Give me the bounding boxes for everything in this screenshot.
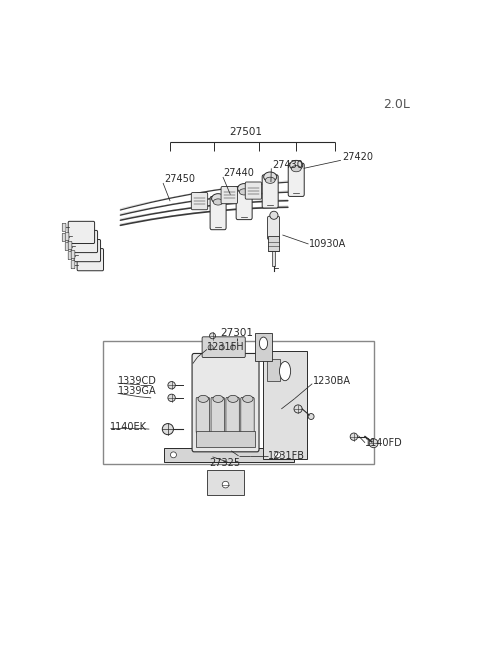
FancyBboxPatch shape [192, 354, 259, 452]
Text: 1140FD: 1140FD [365, 438, 403, 448]
Ellipse shape [275, 452, 281, 458]
FancyBboxPatch shape [71, 231, 97, 253]
Bar [272, 251, 276, 266]
Bar [267, 358, 280, 381]
Ellipse shape [279, 362, 290, 381]
FancyBboxPatch shape [74, 240, 100, 262]
Text: 27440: 27440 [224, 168, 254, 178]
FancyBboxPatch shape [77, 248, 104, 271]
FancyBboxPatch shape [192, 193, 208, 210]
FancyBboxPatch shape [68, 242, 72, 250]
Ellipse shape [213, 199, 223, 205]
FancyBboxPatch shape [71, 261, 75, 269]
Ellipse shape [369, 439, 378, 447]
Ellipse shape [208, 345, 213, 350]
Ellipse shape [294, 405, 302, 413]
Ellipse shape [213, 396, 223, 402]
FancyBboxPatch shape [221, 187, 238, 204]
Ellipse shape [265, 178, 275, 183]
Bar [103, 341, 374, 464]
FancyBboxPatch shape [288, 163, 304, 196]
Bar [255, 333, 272, 361]
FancyBboxPatch shape [210, 196, 226, 230]
Ellipse shape [219, 345, 225, 350]
Ellipse shape [290, 160, 303, 170]
Text: 27420: 27420 [343, 152, 374, 162]
FancyBboxPatch shape [68, 221, 95, 244]
Ellipse shape [350, 433, 358, 440]
Bar [263, 351, 307, 459]
Text: 1140EK: 1140EK [110, 422, 147, 432]
Bar [164, 448, 294, 462]
Ellipse shape [222, 481, 229, 488]
Text: 27450: 27450 [164, 174, 195, 185]
Ellipse shape [291, 166, 301, 172]
Ellipse shape [308, 413, 314, 419]
FancyBboxPatch shape [262, 175, 278, 208]
Ellipse shape [162, 424, 173, 435]
Text: 2.0L: 2.0L [383, 98, 410, 111]
Ellipse shape [168, 382, 175, 389]
Text: 1230BA: 1230BA [313, 376, 351, 386]
Ellipse shape [210, 333, 216, 339]
Ellipse shape [264, 172, 276, 181]
FancyBboxPatch shape [62, 223, 66, 231]
Text: 27430: 27430 [272, 160, 303, 170]
Text: 10930A: 10930A [309, 239, 347, 249]
Text: 1339GA: 1339GA [118, 386, 156, 396]
FancyBboxPatch shape [196, 398, 210, 433]
FancyBboxPatch shape [241, 398, 254, 433]
Ellipse shape [270, 212, 278, 219]
Ellipse shape [238, 183, 251, 193]
Bar [207, 470, 244, 495]
FancyBboxPatch shape [245, 182, 262, 199]
FancyBboxPatch shape [211, 398, 225, 433]
Ellipse shape [228, 396, 238, 402]
Ellipse shape [170, 452, 177, 458]
FancyBboxPatch shape [62, 233, 66, 242]
Text: 27501: 27501 [229, 126, 263, 136]
Ellipse shape [239, 189, 249, 195]
Bar [196, 430, 255, 447]
Text: 1231FB: 1231FB [268, 451, 305, 461]
Text: 27301: 27301 [220, 328, 253, 338]
FancyBboxPatch shape [68, 252, 72, 259]
Text: 1339CD: 1339CD [118, 376, 156, 386]
Ellipse shape [259, 337, 267, 350]
Text: 27325: 27325 [209, 458, 240, 468]
FancyBboxPatch shape [65, 242, 69, 251]
FancyBboxPatch shape [226, 398, 240, 433]
Ellipse shape [168, 394, 175, 402]
Ellipse shape [212, 194, 225, 204]
Ellipse shape [230, 345, 236, 350]
FancyBboxPatch shape [71, 251, 75, 259]
Bar [268, 236, 279, 251]
FancyBboxPatch shape [65, 233, 69, 240]
Text: 1231FH: 1231FH [207, 342, 245, 352]
Ellipse shape [243, 396, 253, 402]
FancyBboxPatch shape [267, 216, 279, 240]
FancyBboxPatch shape [236, 187, 252, 219]
Ellipse shape [198, 396, 208, 402]
FancyBboxPatch shape [202, 337, 245, 358]
